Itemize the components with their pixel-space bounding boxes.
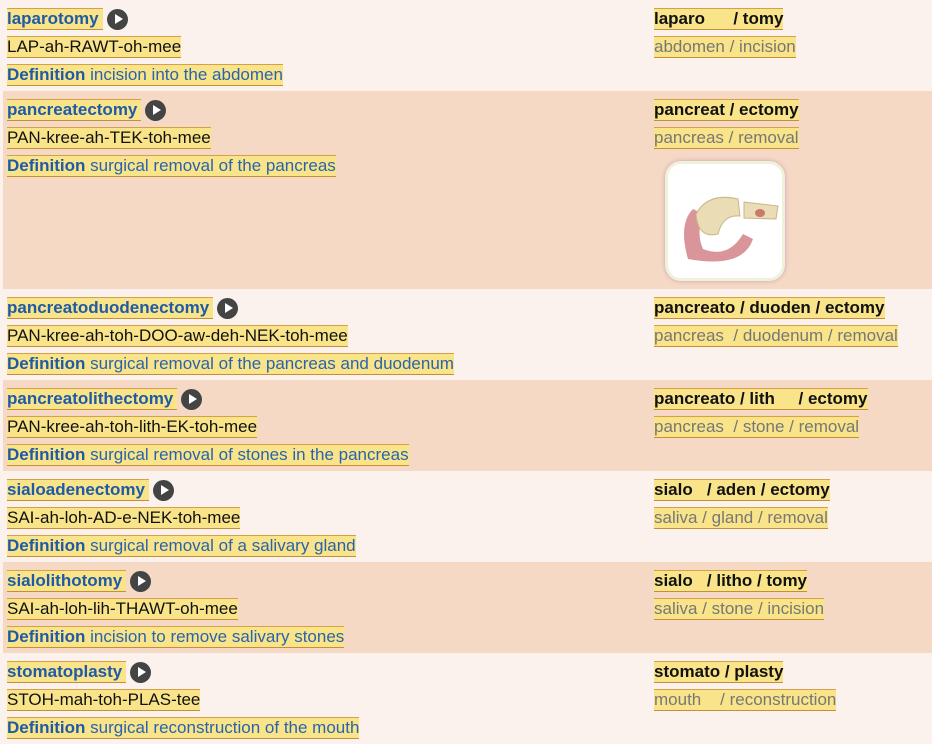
term-row: pancreatoduodenectomy PAN-kree-ah-toh-DO… — [0, 289, 932, 380]
pronunciation: SAI-ah-loh-AD-e-NEK-toh-mee — [7, 507, 241, 529]
definition: Definition incision to remove salivary s… — [7, 626, 345, 648]
word-parts-breakdown: sialo / litho / tomy — [654, 570, 808, 592]
definition-text: incision to remove salivary stones — [90, 627, 345, 646]
definition: Definition incision into the abdomen — [7, 64, 283, 86]
term-link[interactable]: pancreatolithectomy — [7, 388, 178, 410]
definition-label: Definition — [7, 627, 86, 646]
play-audio-icon[interactable] — [130, 661, 152, 683]
play-audio-icon[interactable] — [145, 99, 167, 121]
word-parts: pancreato / lith / ectomy pancreas / sto… — [654, 385, 868, 441]
term-info: stomatoplasty STOH-mah-toh-PLAS-tee Defi… — [7, 658, 360, 742]
word-parts: stomato / plasty mouth / reconstruction — [654, 658, 837, 714]
word-parts-meaning: abdomen / incision — [654, 36, 796, 58]
term-link[interactable]: laparotomy — [7, 8, 103, 30]
definition-label: Definition — [7, 445, 86, 464]
word-parts-meaning: pancreas / duodenum / removal — [654, 325, 898, 347]
definition-label: Definition — [7, 718, 86, 737]
word-parts-breakdown: stomato / plasty — [654, 661, 784, 683]
pronunciation: PAN-kree-ah-toh-lith-EK-toh-mee — [7, 416, 258, 438]
word-parts-breakdown: pancreato / duoden / ectomy — [654, 297, 885, 319]
word-parts-meaning: saliva / stone / incision — [654, 598, 825, 620]
term-row: sialoadenectomy SAI-ah-loh-AD-e-NEK-toh-… — [0, 471, 932, 562]
term-row: pancreatolithectomy PAN-kree-ah-toh-lith… — [3, 380, 932, 471]
play-audio-icon[interactable] — [217, 297, 239, 319]
word-parts-meaning: mouth / reconstruction — [654, 689, 837, 711]
definition-label: Definition — [7, 536, 86, 555]
term-info: pancreatolithectomy PAN-kree-ah-toh-lith… — [7, 385, 409, 469]
play-audio-icon[interactable] — [152, 479, 174, 501]
word-parts-breakdown: pancreato / lith / ectomy — [654, 388, 868, 410]
word-parts-breakdown: laparo / tomy — [654, 8, 784, 30]
definition-text: surgical removal of a salivary gland — [90, 536, 356, 555]
term-row: pancreatectomy PAN-kree-ah-TEK-toh-mee D… — [3, 91, 932, 289]
term-info: sialoadenectomy SAI-ah-loh-AD-e-NEK-toh-… — [7, 476, 356, 560]
word-parts: sialo / litho / tomy saliva / stone / in… — [654, 567, 825, 623]
term-row: sialolithotomy SAI-ah-loh-lih-THAWT-oh-m… — [3, 562, 932, 653]
term-link[interactable]: pancreatoduodenectomy — [7, 297, 214, 319]
definition-label: Definition — [7, 156, 86, 175]
definition-text: surgical removal of the pancreas and duo… — [90, 354, 454, 373]
pronunciation: PAN-kree-ah-TEK-toh-mee — [7, 127, 211, 149]
play-audio-icon[interactable] — [181, 388, 203, 410]
play-audio-icon[interactable] — [130, 570, 152, 592]
pronunciation: PAN-kree-ah-toh-DOO-aw-deh-NEK-toh-mee — [7, 325, 348, 347]
term-link[interactable]: pancreatectomy — [7, 99, 142, 121]
definition-text: surgical removal of the pancreas — [90, 156, 336, 175]
word-parts-meaning: pancreas / stone / removal — [654, 416, 860, 438]
word-parts-breakdown: sialo / aden / ectomy — [654, 479, 830, 501]
term-info: laparotomy LAP-ah-RAWT-oh-mee Definition… — [7, 5, 283, 89]
word-parts-breakdown: pancreat / ectomy — [654, 99, 799, 121]
term-link[interactable]: sialoadenectomy — [7, 479, 149, 501]
play-audio-icon[interactable] — [106, 8, 128, 30]
definition-text: incision into the abdomen — [90, 65, 283, 84]
term-link[interactable]: stomatoplasty — [7, 661, 127, 683]
word-parts: pancreat / ectomy pancreas / removal — [654, 96, 799, 152]
term-info: sialolithotomy SAI-ah-loh-lih-THAWT-oh-m… — [7, 567, 345, 651]
term-link[interactable]: sialolithotomy — [7, 570, 127, 592]
definition: Definition surgical reconstruction of th… — [7, 717, 360, 739]
definition-text: surgical reconstruction of the mouth — [90, 718, 360, 737]
term-info: pancreatectomy PAN-kree-ah-TEK-toh-mee D… — [7, 96, 336, 180]
definition-label: Definition — [7, 65, 86, 84]
word-parts: pancreato / duoden / ectomy pancreas / d… — [654, 294, 898, 350]
definition: Definition surgical removal of a salivar… — [7, 535, 356, 557]
pronunciation: STOH-mah-toh-PLAS-tee — [7, 689, 201, 711]
word-parts-meaning: saliva / gland / removal — [654, 507, 828, 529]
pancreas-illustration[interactable] — [665, 161, 785, 281]
definition-text: surgical removal of stones in the pancre… — [90, 445, 409, 464]
term-row: laparotomy LAP-ah-RAWT-oh-mee Definition… — [0, 0, 932, 91]
pronunciation: SAI-ah-loh-lih-THAWT-oh-mee — [7, 598, 238, 620]
word-parts-meaning: pancreas / removal — [654, 127, 799, 149]
definition: Definition surgical removal of the pancr… — [7, 353, 454, 375]
pronunciation: LAP-ah-RAWT-oh-mee — [7, 36, 182, 58]
definition: Definition surgical removal of stones in… — [7, 444, 409, 466]
definition: Definition surgical removal of the pancr… — [7, 155, 336, 177]
word-parts: sialo / aden / ectomy saliva / gland / r… — [654, 476, 830, 532]
word-parts: laparo / tomy abdomen / incision — [654, 5, 796, 61]
definition-label: Definition — [7, 354, 86, 373]
term-row: stomatoplasty STOH-mah-toh-PLAS-tee Defi… — [0, 653, 932, 744]
term-info: pancreatoduodenectomy PAN-kree-ah-toh-DO… — [7, 294, 454, 378]
